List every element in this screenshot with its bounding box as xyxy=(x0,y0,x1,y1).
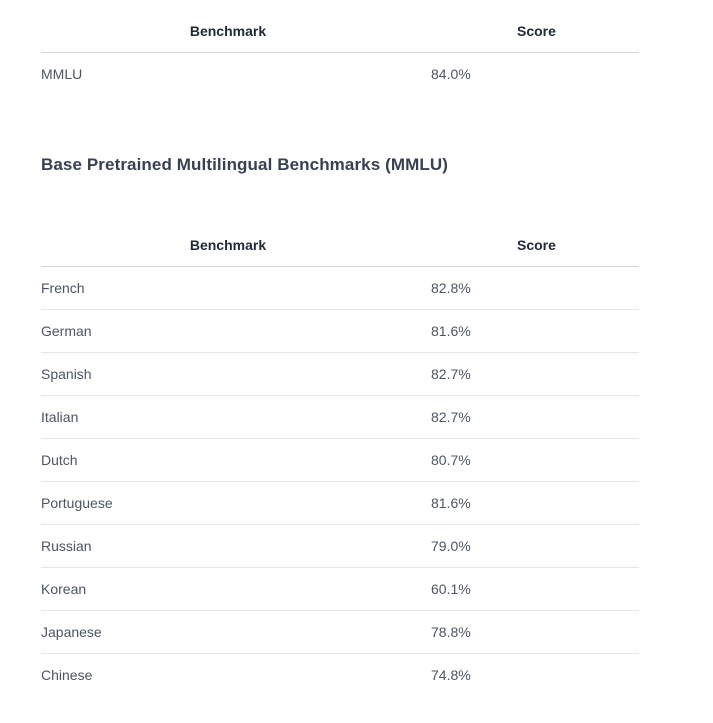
score-cell: 84.0% xyxy=(431,66,471,82)
table-row: Korean 60.1% xyxy=(41,567,639,611)
score-cell: 81.6% xyxy=(415,309,639,353)
benchmark-cell: German xyxy=(41,309,415,353)
score-cell: 82.7% xyxy=(415,395,639,439)
table-row: MMLU 84.0% xyxy=(41,53,639,96)
benchmark-cell: Italian xyxy=(41,395,415,439)
table-row: French 82.8% xyxy=(41,266,639,310)
table-header: Benchmark Score xyxy=(41,224,639,267)
table-row: Italian 82.7% xyxy=(41,395,639,439)
header-benchmark: Benchmark xyxy=(41,10,415,53)
table-row: Japanese 78.8% xyxy=(41,610,639,654)
benchmark-cell: Portuguese xyxy=(41,481,415,525)
header-row: Benchmark Score xyxy=(41,224,639,267)
benchmark-cell: Spanish xyxy=(41,352,415,396)
benchmark-cell: Korean xyxy=(41,567,415,611)
benchmark-cell: French xyxy=(41,266,415,310)
score-cell: 80.7% xyxy=(415,438,639,482)
header-score: Score xyxy=(415,224,639,267)
score-cell: 81.6% xyxy=(415,481,639,525)
table-row: Spanish 82.7% xyxy=(41,352,639,396)
header-row: Benchmark Score xyxy=(41,10,639,53)
score-cell: 82.8% xyxy=(415,266,639,310)
table-body: French 82.8% German 81.6% Spanish 82.7% … xyxy=(41,266,639,697)
benchmark-table-multilingual: Benchmark Score French 82.8% German 81.6… xyxy=(41,224,639,696)
score-cell: 78.8% xyxy=(415,610,639,654)
header-benchmark: Benchmark xyxy=(41,224,415,267)
table-row: Chinese 74.8% xyxy=(41,654,639,697)
section-title: Base Pretrained Multilingual Benchmarks … xyxy=(41,155,449,174)
table-row: Dutch 80.7% xyxy=(41,438,639,482)
score-cell: 82.7% xyxy=(415,352,639,396)
table-row: German 81.6% xyxy=(41,309,639,353)
benchmark-cell: Chinese xyxy=(41,667,93,683)
table-body: MMLU 84.0% xyxy=(41,53,639,96)
benchmark-cell: Russian xyxy=(41,524,415,568)
score-cell: 79.0% xyxy=(415,524,639,568)
table-row: Portuguese 81.6% xyxy=(41,481,639,525)
table-row: Russian 79.0% xyxy=(41,524,639,568)
score-cell: 74.8% xyxy=(431,667,471,683)
header-score: Score xyxy=(415,10,639,53)
score-cell: 60.1% xyxy=(415,567,639,611)
benchmark-table-overall: Benchmark Score MMLU 84.0% xyxy=(41,10,639,95)
table-header: Benchmark Score xyxy=(41,10,639,53)
benchmark-cell: MMLU xyxy=(41,66,83,82)
benchmark-cell: Dutch xyxy=(41,438,415,482)
benchmark-cell: Japanese xyxy=(41,610,415,654)
